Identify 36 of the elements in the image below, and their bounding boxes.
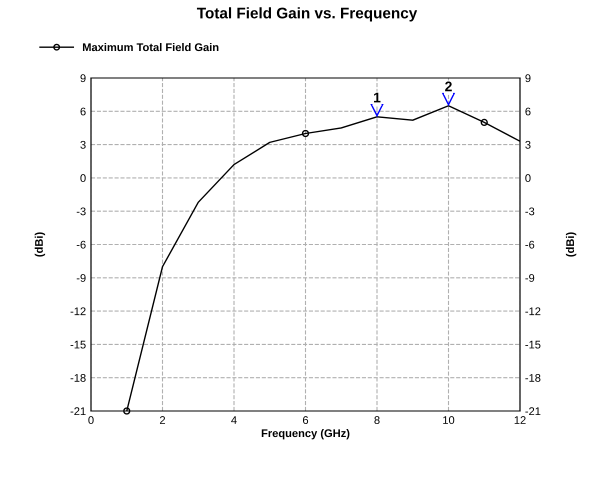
y2-axis-title: (dBi) [566, 232, 576, 257]
x-tick-label: 12 [514, 416, 526, 424]
y-axis-title: (dBi) [34, 232, 46, 257]
x-tick-label: 0 [88, 416, 94, 424]
y-tick-label: 6 [80, 108, 86, 116]
x-tick-label: 2 [160, 416, 166, 424]
y2-tick-label: -6 [525, 240, 534, 249]
y2-tick-label: -21 [525, 407, 540, 416]
x-tick-label: 4 [231, 416, 237, 424]
chart-title: Total Field Gain vs. Frequency [196, 7, 418, 22]
x-axis-title: Frequency (GHz) [262, 428, 350, 440]
y2-tick-label: -9 [525, 274, 534, 282]
y2-tick-label: -3 [525, 207, 534, 216]
y-tick-label: -18 [70, 374, 86, 382]
y2-tick-label: 3 [525, 140, 531, 149]
y-tick-label: 3 [80, 140, 86, 149]
x-tick-label: 10 [443, 416, 454, 424]
legend-label: Maximum Total Field Gain [82, 43, 218, 52]
y-tick-label: -21 [70, 407, 86, 416]
y2-tick-label: 6 [525, 108, 531, 116]
x-tick-label: 8 [374, 416, 380, 424]
y-tick-label: 0 [80, 174, 86, 182]
y2-tick-label: 9 [525, 74, 531, 82]
annotation: 2 [445, 82, 452, 92]
y-tick-label: -6 [76, 240, 86, 249]
y2-tick-label: -12 [525, 307, 540, 316]
y2-tick-label: -15 [525, 340, 540, 349]
y-tick-label: -15 [70, 340, 86, 349]
y-tick-label: -3 [76, 207, 86, 216]
y2-tick-label: 0 [525, 174, 531, 182]
x-tick-label: 6 [302, 416, 308, 424]
y-tick-label: -9 [76, 274, 86, 282]
y2-tick-label: -18 [525, 374, 540, 382]
y-tick-label: -12 [70, 307, 86, 316]
y-tick-label: 9 [80, 74, 86, 82]
annotation: 1 [374, 92, 380, 102]
